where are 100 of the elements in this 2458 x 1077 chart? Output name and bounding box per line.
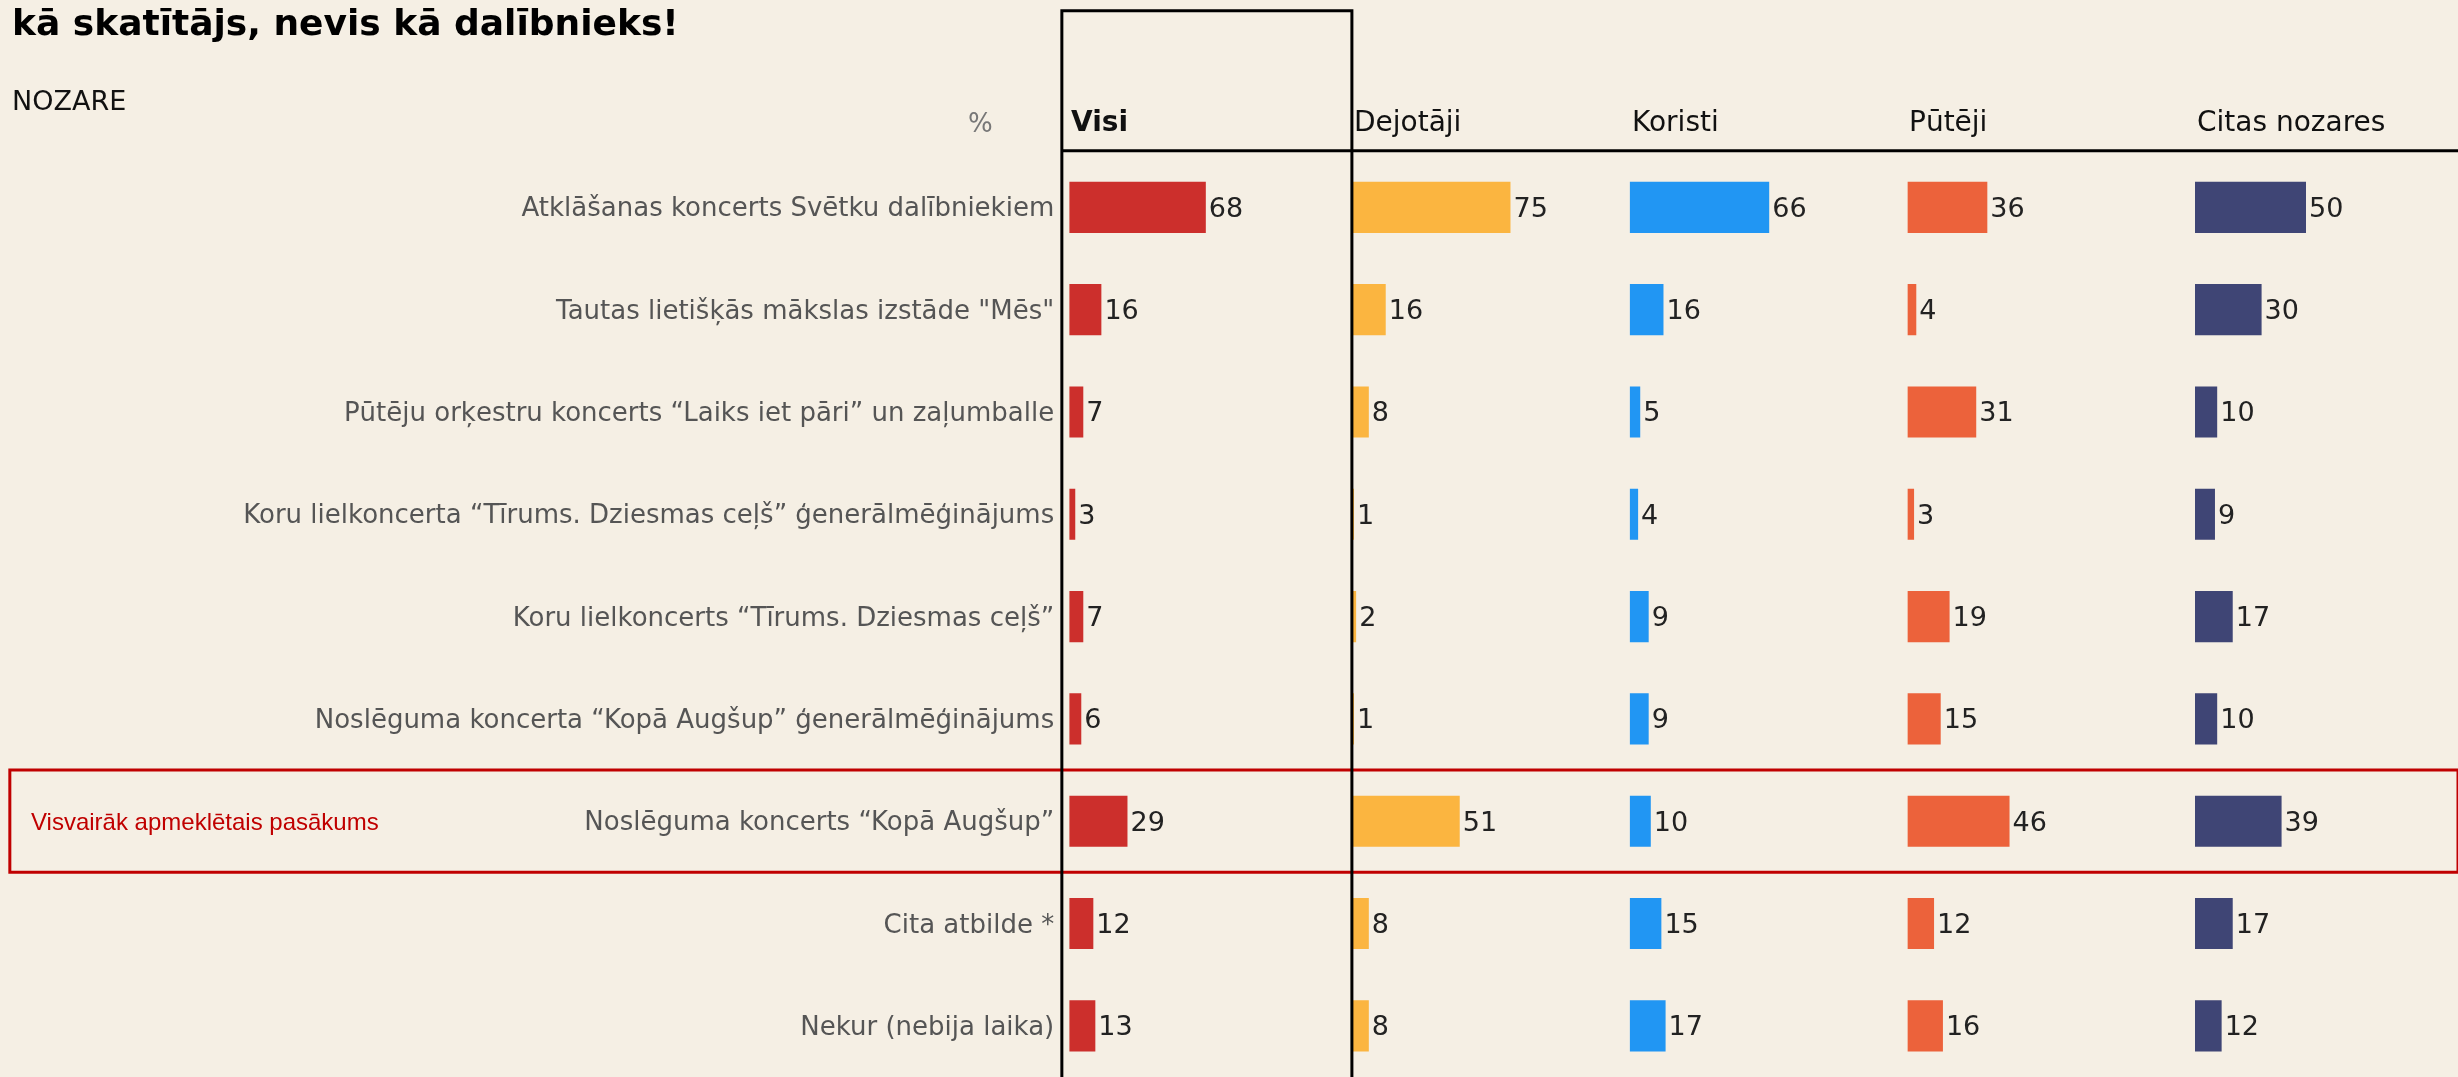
data-label: 5 [1643, 396, 1661, 428]
bar [1351, 1000, 1369, 1052]
y-tick-label: Tautas lietišķās mākslas izstāde "Mēs" [555, 294, 1055, 326]
bar [1629, 591, 1649, 643]
bar [1907, 693, 1941, 745]
bar [2194, 897, 2233, 950]
y-tick-label: Atklāšanas koncerts Svētku dalībniekiem [521, 192, 1055, 223]
bar [1629, 795, 1651, 847]
bar [1069, 897, 1094, 950]
data-label: 3 [1917, 498, 1935, 530]
data-label: 29 [1130, 805, 1165, 837]
bar [1629, 181, 1770, 233]
data-label: 6 [1084, 703, 1102, 735]
chart-title: Citas nozares [2197, 105, 2386, 138]
bar [1629, 488, 1639, 540]
data-label: 12 [2224, 1010, 2259, 1042]
y-tick-label: Cita atbilde * [883, 908, 1055, 939]
data-label: 68 [1208, 191, 1244, 223]
y-tick-label: Koru lielkoncerts “Tīrums. Dziesmas ceļš” [512, 601, 1055, 633]
bar [1629, 1000, 1666, 1052]
data-label: 51 [1462, 805, 1498, 837]
bar [1907, 897, 1935, 950]
data-label: 12 [1096, 908, 1131, 940]
data-label: 12 [1937, 908, 1972, 940]
data-label: 16 [1945, 1010, 1981, 1042]
bar [1907, 386, 1977, 438]
y-tick-label: Noslēguma koncerta “Kopā Augšup” ģenerālmēģinājums [314, 703, 1055, 734]
data-label: 15 [1664, 908, 1699, 940]
data-label: 30 [2264, 294, 2299, 326]
data-label: 9 [1651, 601, 1669, 633]
data-label: 4 [1641, 498, 1659, 530]
text: Visvairāk apmeklētais pasākums [31, 808, 379, 835]
bar [1629, 897, 1662, 950]
data-label: 39 [2284, 805, 2319, 837]
data-label: 13 [1098, 1010, 1133, 1042]
bar [1069, 1000, 1096, 1052]
bar [2194, 795, 2282, 847]
bar [1069, 795, 1128, 847]
chart-title: Dejotāji [1354, 105, 1462, 138]
data-label: 7 [1086, 396, 1104, 428]
bar [2194, 1000, 2222, 1052]
data-label: 19 [1952, 601, 1987, 633]
bar [1069, 591, 1084, 643]
data-label: 4 [1919, 294, 1937, 326]
bar [1069, 181, 1206, 233]
chart-title: Koristi [1632, 105, 1719, 138]
data-label: 2 [1359, 601, 1377, 633]
data-label: 3 [1078, 498, 1096, 530]
bar [1907, 591, 1950, 643]
bar [2194, 591, 2233, 643]
data-label: 31 [1979, 396, 2014, 428]
data-label: 46 [2012, 805, 2047, 837]
data-label: 9 [2217, 498, 2236, 530]
data-label: 17 [2235, 601, 2271, 633]
y-tick-label: Noslēguma koncerts “Kopā Augšup” [584, 806, 1055, 837]
data-label: 8 [1371, 1010, 1390, 1042]
bar [1907, 795, 2010, 847]
data-label: 7 [1086, 601, 1104, 633]
data-label: 9 [1651, 703, 1669, 735]
data-label: 75 [1513, 191, 1548, 223]
data-label: 1 [1357, 498, 1375, 530]
bar [1629, 284, 1664, 336]
data-label: 8 [1371, 396, 1390, 428]
y-tick-label: Pūtēju orķestru koncerts “Laiks iet pāri” un zaļumballe [343, 397, 1055, 429]
data-label: 10 [2220, 703, 2255, 735]
bar [2194, 284, 2262, 336]
data-label: 10 [1653, 805, 1689, 837]
data-label: 10 [2220, 396, 2255, 428]
bar [1069, 386, 1084, 438]
y-tick-label: Koru lielkoncerta “Tīrums. Dziesmas ceļš” ģenerālmēģinājums [243, 499, 1055, 531]
bar [1907, 488, 1915, 540]
bar [1351, 795, 1460, 847]
data-label: 8 [1371, 908, 1390, 940]
bar [1907, 1000, 1943, 1052]
data-label: 16 [1104, 294, 1139, 326]
data-label: 1 [1357, 703, 1375, 735]
bar [2194, 488, 2215, 540]
bar [2194, 386, 2218, 438]
bar [1069, 693, 1082, 745]
data-label: 17 [1668, 1010, 1703, 1042]
bar [1351, 181, 1511, 233]
bar [1629, 693, 1649, 745]
y-axis-title: NOZARE [12, 85, 127, 116]
chart-title: Visi [1071, 105, 1129, 138]
bar [1907, 181, 1988, 233]
data-label: 66 [1772, 191, 1807, 223]
bar [1907, 284, 1917, 336]
bar [2194, 181, 2306, 233]
data-label: 15 [1943, 703, 1979, 735]
bar [1629, 386, 1641, 438]
data-label: 16 [1388, 294, 1424, 326]
data-label: 17 [2235, 908, 2271, 940]
data-label: 16 [1666, 294, 1701, 326]
text: kā skatītājs, nevis kā dalībnieks! [12, 2, 679, 43]
bar [1351, 897, 1369, 950]
data-label: 50 [2309, 191, 2344, 223]
chart-title: Pūtēji [1909, 105, 1988, 138]
y-tick-label: Nekur (nebija laika) [800, 1010, 1055, 1041]
x-axis-title: % [968, 108, 993, 138]
bar [1351, 386, 1369, 438]
